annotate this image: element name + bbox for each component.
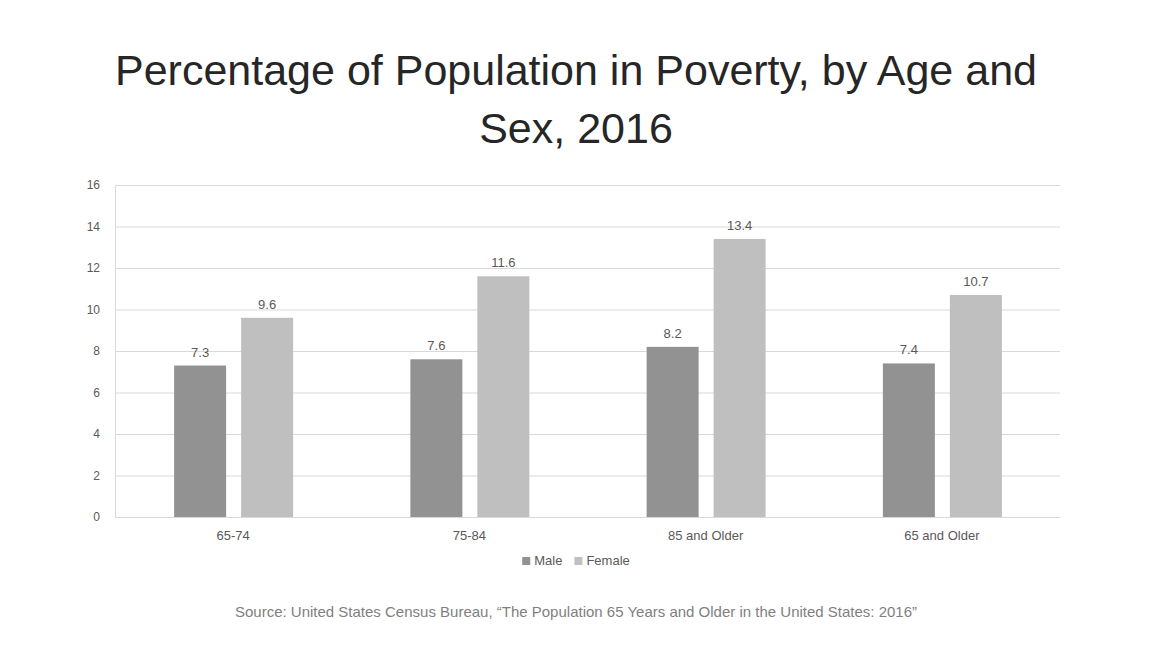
grid-line xyxy=(115,227,1060,228)
y-tick-label: 16 xyxy=(87,178,101,192)
x-tick-label: 65 and Older xyxy=(904,528,980,543)
x-tick-label: 65-74 xyxy=(217,528,250,543)
y-tick: 12 xyxy=(87,261,1060,275)
legend-item: Female xyxy=(574,553,629,568)
legend-item: Male xyxy=(522,553,562,568)
x-axis-line xyxy=(116,517,1061,518)
y-tick-label: 6 xyxy=(93,386,100,400)
y-tick: 14 xyxy=(87,220,1060,234)
bar xyxy=(241,318,293,517)
title: Percentage of Population in Poverty, by … xyxy=(115,46,1037,152)
bar xyxy=(714,239,766,517)
title-line: Percentage of Population in Poverty, by … xyxy=(115,46,1037,94)
x-tick: 85 and Older xyxy=(668,528,744,543)
bar xyxy=(950,295,1002,517)
data-label: 13.4 xyxy=(727,218,752,233)
legend-label: Female xyxy=(586,553,629,568)
y-tick-label: 4 xyxy=(93,427,100,441)
x-tick: 75-84 xyxy=(453,528,486,543)
y-tick-label: 12 xyxy=(87,261,101,275)
y-tick-label: 14 xyxy=(87,220,101,234)
x-tick: 65-74 xyxy=(217,528,250,543)
y-tick-label: 10 xyxy=(87,303,101,317)
y-axis: 0 2 4 6 8 10 12 14 16 xyxy=(87,178,1060,524)
y-tick-label: 2 xyxy=(93,469,100,483)
bar xyxy=(174,366,226,517)
chart: Percentage of Population in Poverty, by … xyxy=(0,0,1152,648)
bar xyxy=(647,347,699,517)
grid-line xyxy=(115,310,1060,311)
data-label: 7.4 xyxy=(900,342,918,357)
legend-swatch xyxy=(574,557,582,565)
y-tick: 16 xyxy=(87,178,1060,192)
data-label: 10.7 xyxy=(963,274,988,289)
legend-swatch xyxy=(522,557,530,565)
plot: 0 2 4 6 8 10 12 14 16 65-74 75-84 85 and Older 65 an… xyxy=(87,178,1061,543)
legend: Male Female xyxy=(522,553,630,568)
bar xyxy=(883,363,935,517)
data-label: 9.6 xyxy=(258,297,276,312)
x-axis: 65-74 75-84 85 and Older 65 and Older xyxy=(116,518,1061,544)
bar xyxy=(477,276,529,517)
data-label: 8.2 xyxy=(664,326,682,341)
grid-line xyxy=(115,185,1060,186)
y-tick: 10 xyxy=(87,303,1060,317)
grid-line xyxy=(115,517,1060,518)
x-tick-label: 75-84 xyxy=(453,528,486,543)
source-note: Source: United States Census Bureau, “Th… xyxy=(235,603,917,620)
bar xyxy=(410,359,462,517)
bars xyxy=(174,239,1002,517)
y-axis-line xyxy=(116,186,1061,518)
x-tick: 65 and Older xyxy=(904,528,980,543)
data-label: 7.6 xyxy=(427,338,445,353)
y-tick-label: 0 xyxy=(93,510,100,524)
x-tick-label: 85 and Older xyxy=(668,528,744,543)
y-tick-label: 8 xyxy=(93,344,100,358)
data-label: 7.3 xyxy=(191,345,209,360)
grid-line xyxy=(115,268,1060,269)
legend-label: Male xyxy=(534,553,562,568)
data-labels: 7.3 7.6 8.2 7.4 9.6 11.6 13.4 10.7 xyxy=(191,218,988,360)
title-line: Sex, 2016 xyxy=(479,104,673,152)
data-label: 11.6 xyxy=(491,255,515,270)
